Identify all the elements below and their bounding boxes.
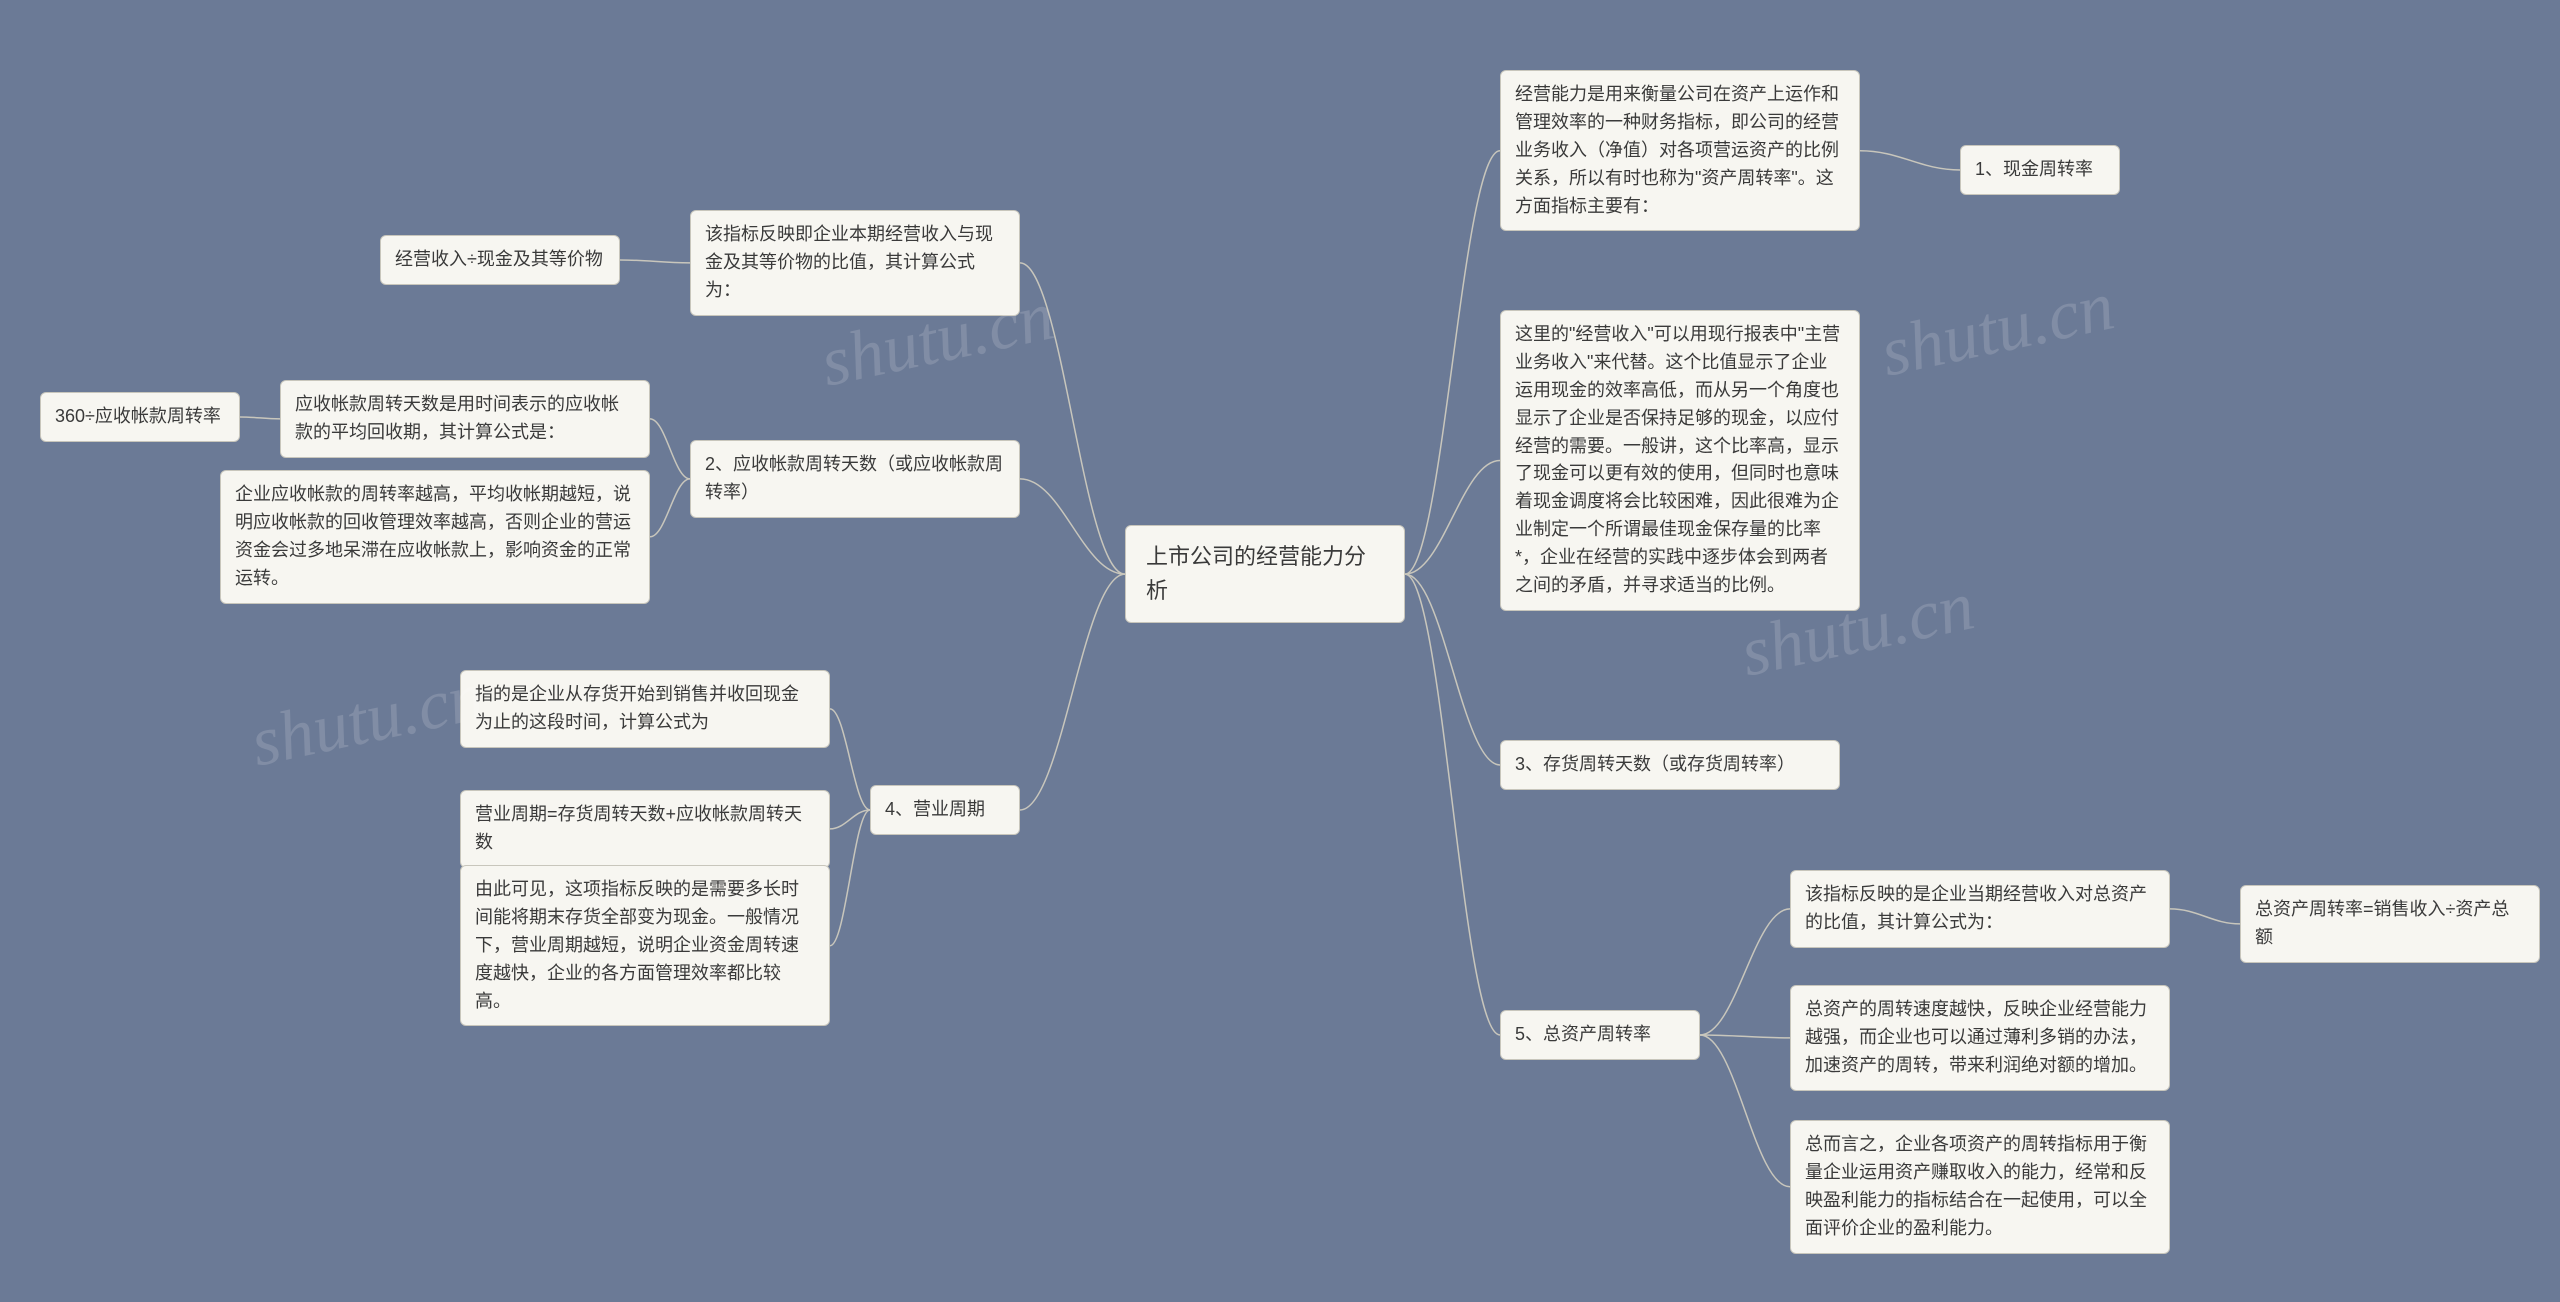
mindmap-node-l2[interactable]: 2、应收帐款周转天数（或应收帐款周转率）: [690, 440, 1020, 518]
mindmap-node-l4b[interactable]: 营业周期=存货周转天数+应收帐款周转天数: [460, 790, 830, 868]
watermark: shutu.cn: [1874, 266, 2121, 393]
mindmap-node-l4a[interactable]: 指的是企业从存货开始到销售并收回现金为止的这段时间，计算公式为: [460, 670, 830, 748]
connector: [830, 810, 870, 946]
connector: [650, 419, 690, 479]
mindmap-node-l1[interactable]: 该指标反映即企业本期经营收入与现金及其等价物的比值，其计算公式为：: [690, 210, 1020, 316]
connector: [1700, 1035, 1790, 1187]
mindmap-root-node[interactable]: 上市公司的经营能力分析: [1125, 525, 1405, 623]
connector: [1700, 1035, 1790, 1038]
mindmap-node-r5a1[interactable]: 总资产周转率=销售收入÷资产总额: [2240, 885, 2540, 963]
mindmap-node-r5b[interactable]: 总资产的周转速度越快，反映企业经营能力越强，而企业也可以通过薄利多销的办法，加速…: [1790, 985, 2170, 1091]
connector: [1020, 263, 1125, 574]
watermark: shutu.cn: [244, 656, 491, 783]
mindmap-node-l2b[interactable]: 企业应收帐款的周转率越高，平均收帐期越短，说明应收帐款的回收管理效率越高，否则企…: [220, 470, 650, 604]
connector: [1020, 574, 1125, 810]
mindmap-node-l4c[interactable]: 由此可见，这项指标反映的是需要多长时间能将期末存货全部变为现金。一般情况下，营业…: [460, 865, 830, 1026]
mindmap-node-l1a[interactable]: 经营收入÷现金及其等价物: [380, 235, 620, 285]
mindmap-node-r5c[interactable]: 总而言之，企业各项资产的周转指标用于衡量企业运用资产赚取收入的能力，经常和反映盈…: [1790, 1120, 2170, 1254]
connector: [240, 417, 280, 419]
connector: [650, 479, 690, 537]
connector: [2170, 909, 2240, 924]
connector: [1020, 479, 1125, 574]
connector: [1405, 460, 1500, 574]
mindmap-node-l4[interactable]: 4、营业周期: [870, 785, 1020, 835]
mindmap-node-r1a[interactable]: 1、现金周转率: [1960, 145, 2120, 195]
mindmap-node-r1[interactable]: 经营能力是用来衡量公司在资产上运作和管理效率的一种财务指标，即公司的经营业务收入…: [1500, 70, 1860, 231]
connector-layer: [0, 0, 2560, 1302]
mindmap-node-r5[interactable]: 5、总资产周转率: [1500, 1010, 1700, 1060]
mindmap-node-l2a1[interactable]: 360÷应收帐款周转率: [40, 392, 240, 442]
connector: [1405, 151, 1500, 574]
connector: [1405, 574, 1500, 765]
connector: [1700, 909, 1790, 1035]
connector: [620, 260, 690, 263]
connector: [830, 810, 870, 829]
connector: [830, 709, 870, 810]
connector: [1405, 574, 1500, 1035]
mindmap-node-r3[interactable]: 3、存货周转天数（或存货周转率）: [1500, 740, 1840, 790]
mindmap-node-r5a[interactable]: 该指标反映的是企业当期经营收入对总资产的比值，其计算公式为：: [1790, 870, 2170, 948]
mindmap-node-r2[interactable]: 这里的"经营收入"可以用现行报表中"主营业务收入"来代替。这个比值显示了企业运用…: [1500, 310, 1860, 611]
mindmap-node-l2a[interactable]: 应收帐款周转天数是用时间表示的应收帐款的平均回收期，其计算公式是：: [280, 380, 650, 458]
connector: [1860, 151, 1960, 170]
